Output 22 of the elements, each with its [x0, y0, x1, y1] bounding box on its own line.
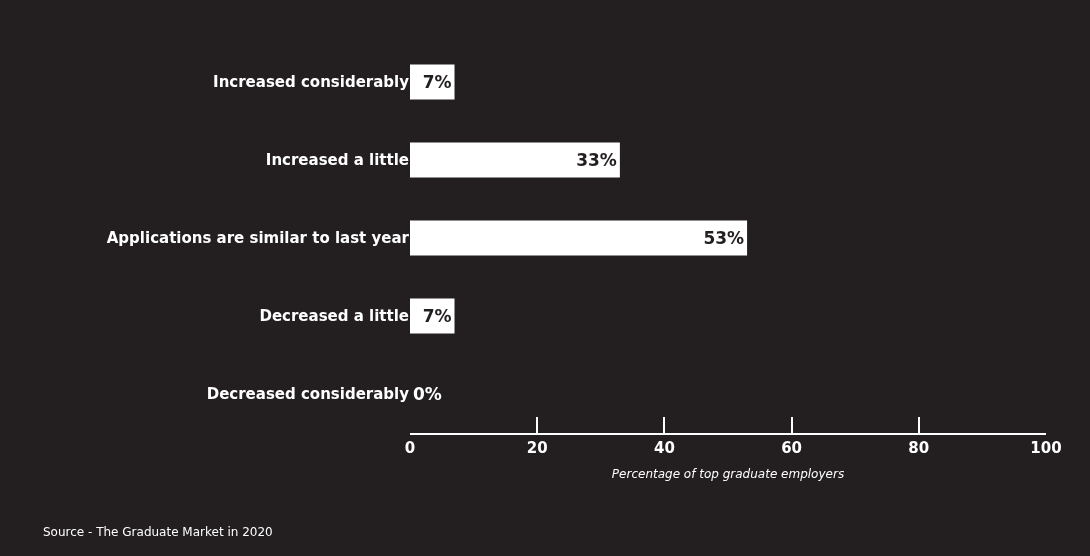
y-tick-label: Decreased a little — [259, 307, 409, 326]
x-tick-label: 0 — [404, 439, 416, 457]
y-tick-label: Increased considerably — [213, 73, 410, 92]
data-label: 0% — [413, 384, 442, 404]
x-tick-label: 60 — [781, 439, 803, 457]
y-tick-label: Increased a little — [265, 151, 409, 170]
x-tick-label: 100 — [1030, 439, 1062, 457]
x-tick-label: 40 — [653, 439, 675, 457]
data-label: 53% — [703, 228, 745, 248]
bar — [410, 220, 748, 256]
x-axis-title: Percentage of top graduate employers — [611, 467, 845, 482]
bar — [410, 142, 620, 178]
x-tick-label: 20 — [526, 439, 548, 457]
source-note: Source - The Graduate Market in 2020 — [43, 525, 273, 539]
data-label: 7% — [422, 72, 452, 92]
y-tick-label: Applications are similar to last year — [106, 229, 410, 248]
x-tick-label: 80 — [908, 439, 930, 457]
y-tick-label: Decreased considerably — [206, 385, 410, 404]
data-label: 33% — [576, 150, 617, 170]
bar — [410, 64, 455, 100]
data-label: 7% — [422, 306, 452, 326]
bar — [410, 298, 455, 334]
